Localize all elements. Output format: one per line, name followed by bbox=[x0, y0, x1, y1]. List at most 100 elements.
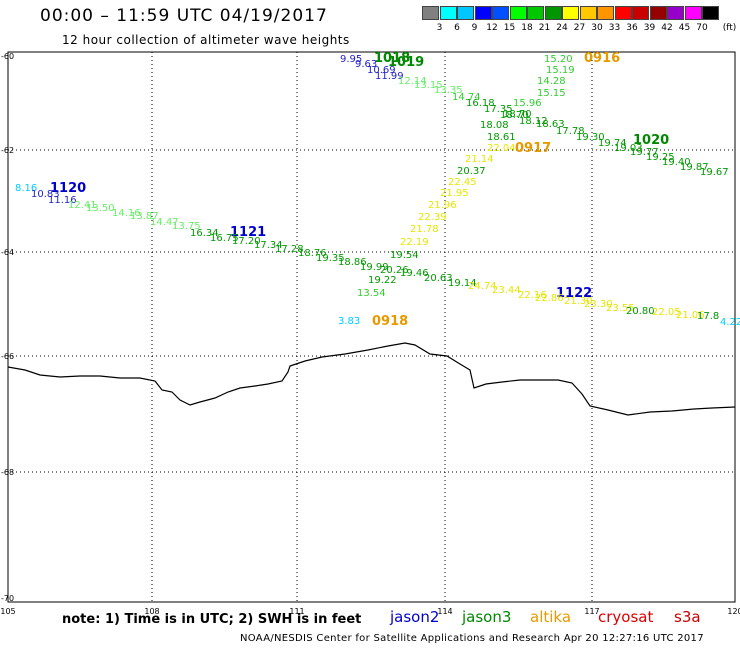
wave-height-label: 19.22 bbox=[368, 275, 397, 286]
wave-height-label: 18.08 bbox=[480, 120, 509, 131]
pass-label-1020: 1020 bbox=[633, 133, 669, 148]
wave-height-label: 20.37 bbox=[457, 166, 486, 177]
wave-height-label: 18.61 bbox=[487, 132, 516, 143]
wave-height-label: 21.95 bbox=[440, 188, 469, 199]
pass-label-1122: 1122 bbox=[556, 286, 592, 301]
wave-height-label: 24.74 bbox=[468, 281, 497, 292]
wave-height-label: 22.19 bbox=[400, 237, 429, 248]
color-swatch bbox=[562, 6, 579, 20]
wave-height-label: 20.63 bbox=[424, 273, 453, 284]
legend-altika: altika bbox=[530, 608, 572, 626]
wave-height-label: 4.22 bbox=[720, 317, 740, 328]
color-swatch bbox=[509, 6, 527, 20]
wave-height-label: 15.20 bbox=[544, 54, 573, 65]
color-scale-label: 42 bbox=[661, 23, 673, 33]
wave-height-label: 23.55 bbox=[606, 303, 635, 314]
color-scale-label: 18 bbox=[521, 23, 533, 33]
color-scale-label: 39 bbox=[643, 23, 656, 33]
lat-label: -66 bbox=[1, 352, 14, 361]
wave-height-label: 22.04 bbox=[487, 143, 516, 154]
pass-label-1120: 1120 bbox=[50, 181, 86, 196]
wave-height-label: 22.39 bbox=[418, 212, 447, 223]
color-swatch bbox=[649, 6, 667, 20]
legend-s3a: s3a bbox=[674, 608, 701, 626]
wave-height-label: 22.45 bbox=[448, 177, 477, 188]
page-title: 00:00 – 11:59 UTC 04/19/2017 bbox=[40, 6, 328, 26]
wave-height-label: 19.30 bbox=[576, 132, 605, 143]
color-swatch bbox=[597, 6, 614, 20]
color-scale-label: 3 bbox=[436, 23, 443, 33]
color-swatch bbox=[474, 6, 492, 20]
wave-height-label: 14.47 bbox=[150, 217, 179, 228]
color-swatch bbox=[632, 6, 649, 20]
wave-height-label: 13.87 bbox=[130, 211, 159, 222]
color-swatch bbox=[667, 6, 684, 20]
wave-height-label: 17.34 bbox=[254, 240, 283, 251]
coastline bbox=[7, 342, 736, 416]
wave-height-label: 18.70 bbox=[500, 110, 529, 121]
wave-height-label: 22.86 bbox=[535, 293, 564, 304]
wave-height-label: 23.44 bbox=[492, 285, 521, 296]
page-subtitle: 12 hour collection of altimeter wave hei… bbox=[62, 33, 350, 47]
wave-height-label: 14.74 bbox=[452, 92, 481, 103]
wave-height-label: 15.96 bbox=[513, 98, 542, 109]
color-scale-label: 30 bbox=[591, 23, 603, 33]
wave-height-label: 19.77 bbox=[630, 147, 659, 158]
lat-label: -70 bbox=[1, 594, 14, 603]
color-scale-label: 36 bbox=[626, 23, 638, 33]
wave-height-label: 16.18 bbox=[466, 98, 495, 109]
wave-height-label: 9.95 bbox=[340, 54, 362, 65]
wave-height-label: 11.16 bbox=[48, 195, 77, 206]
wave-height-label: 22.16 bbox=[518, 290, 547, 301]
color-scale-label: 6 bbox=[454, 23, 460, 33]
wave-height-label: 19.03 bbox=[614, 143, 643, 154]
wave-height-label: 19.99 bbox=[360, 262, 389, 273]
wave-height-label: 13.54 bbox=[357, 288, 386, 299]
wave-height-label: 13.15 bbox=[414, 80, 443, 91]
wave-height-label: 21.30 bbox=[564, 296, 593, 307]
wave-height-label: 19.74 bbox=[598, 138, 627, 149]
color-swatch bbox=[457, 6, 474, 20]
color-swatch bbox=[614, 6, 632, 20]
color-scale-unit: (ft) bbox=[722, 23, 737, 33]
color-swatch bbox=[579, 6, 597, 20]
pass-label-1018: 1018 bbox=[374, 51, 410, 66]
wave-height-label: 18.12 bbox=[519, 116, 548, 127]
color-swatch bbox=[684, 6, 702, 20]
wave-height-label: 8.16 bbox=[15, 183, 37, 194]
color-swatch bbox=[527, 6, 544, 20]
wave-height-label: 16.34 bbox=[190, 228, 219, 239]
pass-label-1121: 1121 bbox=[230, 225, 266, 240]
wave-height-label: 23.30 bbox=[584, 299, 613, 310]
pass-label-1019: 1019 bbox=[388, 55, 424, 70]
wave-height-label: 19.46 bbox=[400, 268, 429, 279]
wave-height-label: 20.26 bbox=[380, 265, 409, 276]
pass-label-0916: 0916 bbox=[584, 51, 620, 66]
wave-height-label: 17.28 bbox=[275, 244, 304, 255]
color-swatch bbox=[492, 6, 509, 20]
wave-height-label: 19.35 bbox=[316, 253, 345, 264]
wave-height-label: 17.35 bbox=[484, 104, 513, 115]
lon-label: 114 bbox=[437, 607, 452, 616]
color-swatch bbox=[702, 6, 719, 20]
wave-height-label: 21.06 bbox=[676, 310, 705, 321]
legend-jason2: jason2 bbox=[390, 608, 440, 626]
color-scale-label: 45 bbox=[678, 23, 691, 33]
wave-height-label: 18.70 bbox=[503, 109, 532, 120]
lon-label: 111 bbox=[289, 607, 304, 616]
wave-height-label: 13.35 bbox=[434, 85, 463, 96]
wave-height-label: 13.75 bbox=[172, 221, 201, 232]
wave-height-label: 17.78 bbox=[556, 126, 585, 137]
lon-label: 120 bbox=[727, 607, 740, 616]
color-swatch bbox=[422, 6, 439, 20]
wave-height-label: 21.78 bbox=[410, 224, 439, 235]
wave-height-label: 3.83 bbox=[338, 316, 360, 327]
wave-height-label: 9.63 bbox=[355, 59, 377, 70]
wave-height-label: 18.86 bbox=[338, 257, 367, 268]
wave-height-label: 21.96 bbox=[428, 200, 457, 211]
wave-height-label: 18.76 bbox=[298, 248, 327, 259]
note-text: note: 1) Time is in UTC; 2) SWH is in fe… bbox=[62, 612, 362, 627]
lon-label: 108 bbox=[144, 607, 159, 616]
color-scale-label: 15 bbox=[503, 23, 516, 33]
